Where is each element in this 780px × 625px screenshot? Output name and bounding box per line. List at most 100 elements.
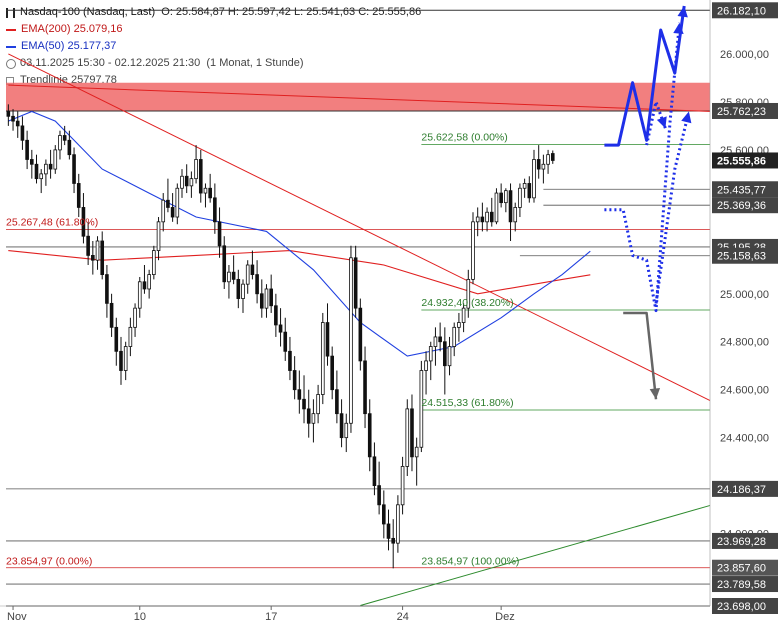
candle-body [457, 322, 461, 328]
candle-body [114, 326, 119, 352]
level-label: 23.857,60 [717, 563, 766, 575]
level-label-box [712, 181, 778, 198]
level-label: 25.158,63 [717, 251, 766, 263]
candle-body [485, 211, 489, 223]
candle-body [358, 307, 363, 362]
candle-body [180, 175, 184, 189]
candle-body [349, 257, 353, 424]
level-label-box [712, 576, 778, 593]
price-tick-label: 25.000,00 [720, 289, 769, 301]
ema-layer [8, 110, 591, 357]
fib-label: 23.854,97 (100.00%) [421, 555, 519, 567]
candle-body [25, 139, 29, 160]
candle-body [161, 199, 166, 223]
price-tick-label: 24.400,00 [720, 433, 769, 445]
candle-body [405, 408, 410, 467]
candle-body [109, 302, 114, 328]
resistance-line-line [8, 84, 713, 113]
candle-body [217, 221, 222, 247]
fib-label: 25.267,48 (61.80%) [6, 217, 98, 229]
time-axis: Nov 10 17 24 Dez [0, 605, 710, 623]
candle-body [377, 485, 381, 506]
candle-body [58, 135, 62, 151]
ema200-swatch [6, 28, 16, 31]
clock-icon [6, 58, 16, 69]
level-label-box [712, 197, 778, 214]
candle-body [527, 183, 532, 199]
candle-body [471, 221, 475, 280]
candle-body [367, 413, 372, 458]
ohlc-values: O: 25.584,87 H: 25.597,42 L: 25.541,63 C… [161, 6, 422, 18]
candle-body [236, 278, 241, 299]
candle-body [208, 187, 212, 199]
time-tick-label: Dez [495, 611, 515, 623]
ema50-label: EMA(50) [21, 40, 65, 52]
forecast-dotted-right [654, 111, 691, 304]
candle-body [297, 389, 302, 400]
candle-body [391, 537, 396, 544]
forecast-bear-grey [623, 311, 658, 400]
candle-body [152, 250, 156, 275]
candle-body [414, 446, 419, 458]
candle-body [86, 235, 90, 256]
candle-body [198, 159, 203, 194]
candle-body [147, 274, 151, 290]
level-label: 25.369,36 [717, 200, 766, 212]
legend-ema200-row: EMA(200) 25.079,16 [6, 21, 421, 38]
candle-body [6, 111, 11, 117]
candle-body [39, 173, 44, 180]
level-label: 25.762,23 [717, 106, 766, 118]
candle-body [222, 245, 227, 283]
candle-body [67, 139, 72, 156]
candle-body [100, 240, 105, 275]
candle-body [133, 307, 137, 328]
candle-body [170, 207, 175, 218]
candle-body [269, 288, 273, 307]
candle-body [166, 199, 170, 208]
candle-body [428, 346, 433, 362]
candle-body [302, 398, 306, 410]
candle-body [142, 281, 147, 290]
candle-body [241, 283, 245, 299]
candle-body [316, 394, 320, 415]
candle-body [53, 149, 58, 170]
down-trend-line [8, 53, 713, 403]
fib-label: 25.622,58 (0.00%) [421, 131, 507, 143]
candle-body [499, 192, 503, 204]
fib-label: 24.932,40 (38.20%) [421, 297, 513, 309]
candle-body [494, 192, 499, 223]
candle-body [20, 125, 25, 141]
candle-body [382, 504, 386, 525]
ema50-value: 25.177,37 [67, 40, 117, 52]
current-price-label: 25.555,86 [717, 155, 766, 167]
period-range: 03.11.2025 15:30 - 02.12.2025 21:30 [20, 57, 201, 69]
candle-body [335, 389, 339, 415]
level-label: 23.969,28 [717, 536, 766, 548]
candle-body [466, 278, 471, 309]
candle-body [386, 523, 391, 539]
candle-body [419, 370, 424, 448]
candle-body [227, 271, 231, 283]
level-label-box [712, 102, 778, 119]
ema200-label: EMA(200) [21, 23, 71, 35]
candle-body [11, 115, 15, 122]
period-interval: (1 Monat, 1 Stunde) [206, 57, 304, 69]
forecast-bull-solid [604, 5, 686, 147]
chart-legend: Nasdaq-100 (Nasdaq, Last) O: 25.584,87 H… [6, 4, 421, 89]
candle-body [504, 190, 508, 204]
candle-body [541, 163, 546, 170]
candle-body [536, 159, 541, 170]
price-tick-label: 24.600,00 [720, 385, 769, 397]
candle-body [203, 187, 208, 194]
forecast-bull-dotted [604, 22, 681, 313]
candle-body [278, 324, 283, 333]
candle-body [194, 159, 198, 180]
candle-body [48, 163, 53, 170]
candle-body [72, 154, 76, 184]
level-label: 26.182,10 [717, 5, 766, 17]
candle-body [396, 504, 400, 544]
level-label-box [712, 559, 778, 576]
candle-body [91, 255, 95, 261]
candles-layer [6, 104, 555, 569]
